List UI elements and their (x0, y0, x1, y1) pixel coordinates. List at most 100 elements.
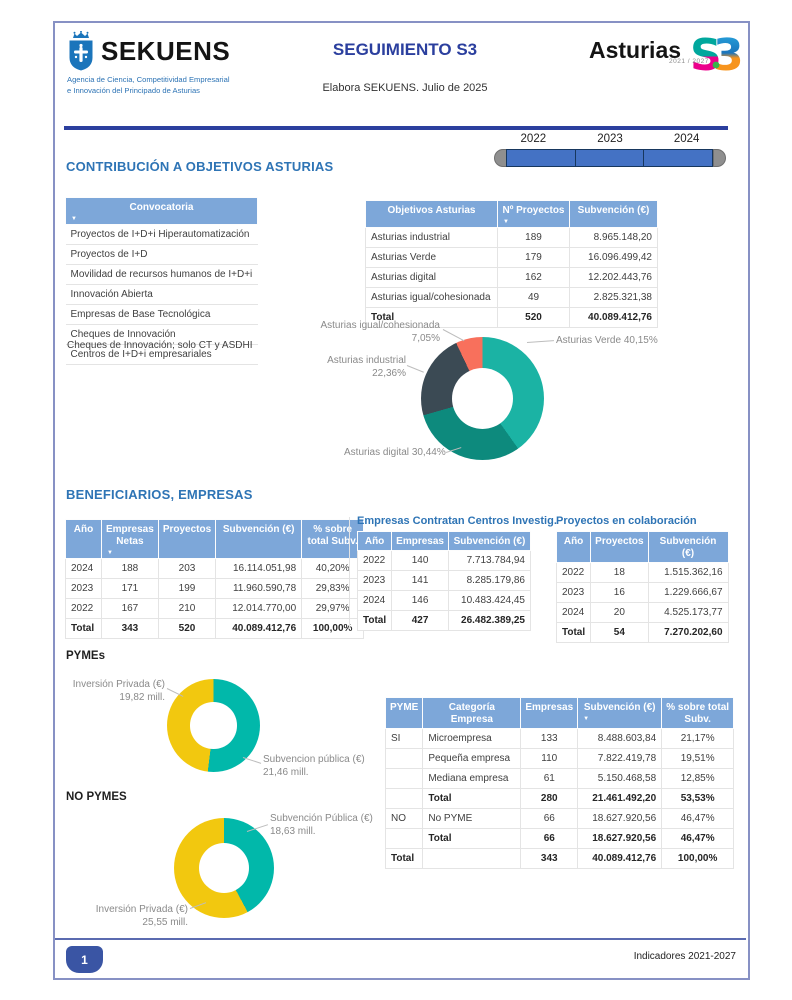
column-header[interactable]: Proyectos (590, 531, 649, 563)
objetivos-donut-chart[interactable] (421, 337, 544, 460)
table-cell: 520 (497, 307, 570, 328)
table-row: Asturias Verde 179 16.096.499,42 (365, 247, 658, 268)
table-cell: 2024 (356, 590, 393, 611)
table-row: Pequeña empresa 110 7.822.419,78 19,51% (384, 748, 735, 769)
column-header[interactable]: Nº Proyectos ▼ (497, 200, 570, 228)
column-header[interactable]: PYME (384, 697, 424, 729)
table-row: Innovación Abierta (65, 284, 258, 305)
table-row: Mediana empresa 61 5.150.468,58 12,85% (384, 768, 735, 789)
table-cell: 2023 (356, 570, 393, 591)
table-cell: Movilidad de recursos humanos de I+D+i (65, 264, 258, 285)
slider-segment-2023[interactable] (574, 149, 645, 167)
column-header[interactable]: Subvención (€) (569, 200, 658, 228)
title-proyectos-colaboracion: Proyectos en colaboración (556, 515, 697, 527)
table-cell: 54 (590, 622, 649, 643)
table-cell: 2023 (555, 582, 592, 603)
year-slicer-labels: 2022 2023 2024 (495, 133, 725, 145)
table-cell: Proyectos de I+D (65, 244, 258, 265)
table-cell: 199 (157, 578, 217, 599)
column-header[interactable]: Año (356, 531, 393, 551)
total-row: Total 66 18.627.920,56 46,47% (384, 828, 735, 849)
table-cell: 18.627.920,56 (577, 828, 663, 849)
table-cell: 53,53% (661, 788, 735, 809)
slider-handle-right[interactable] (713, 149, 727, 167)
table-row: 2024 188 203 16.114.051,98 40,20% (65, 558, 365, 579)
column-header[interactable]: Año (65, 519, 102, 559)
table-cell: Total (422, 828, 522, 849)
column-header[interactable]: Proyectos (157, 519, 217, 559)
title-empresas-contratan: Empresas Contratan Centros Investig. (357, 515, 557, 527)
table-row: SI Microempresa 133 8.488.603,84 21,17% (384, 728, 735, 749)
column-header[interactable]: Año (555, 531, 592, 563)
sekuens-shield-icon (66, 30, 96, 78)
column-header[interactable]: Subvención (€) (215, 519, 303, 559)
table-cell: 171 (101, 578, 159, 599)
column-header[interactable]: Subvención (€) ▼ (577, 697, 663, 729)
donut1-label-verde: Asturias Verde 40,15% (556, 335, 658, 346)
table-cell: 343 (520, 848, 579, 869)
table-cell: 5.150.468,58 (577, 768, 663, 789)
convocatoria-list[interactable]: Convocatoria ▼ Proyectos de I+D+i Hiperaut… (65, 197, 258, 365)
table-cell: 7.822.419,78 (577, 748, 663, 769)
column-header[interactable]: Subvención (€) (447, 531, 531, 551)
column-header[interactable]: Objetivos Asturias (365, 200, 498, 228)
table-cell: 133 (520, 728, 579, 749)
table-row: Movilidad de recursos humanos de I+D+i (65, 264, 258, 285)
table-cell: 167 (101, 598, 159, 619)
column-header[interactable]: Empresas Netas ▼ (101, 519, 159, 559)
table-cell: 29,97% (301, 598, 365, 619)
table-row: 2023 171 199 11.960.590,78 29,83% (65, 578, 365, 599)
table-row: Asturias igual/cohesionada 49 2.825.321,38 (365, 287, 658, 308)
s3-logo-icon: S 3 (690, 30, 744, 83)
column-header[interactable]: Subvención (€) (647, 531, 729, 563)
pymes-label-privada: Inversión Privada (€) 19,82 mill. (72, 679, 165, 703)
table-cell: 520 (157, 618, 217, 639)
page-border (53, 21, 750, 980)
beneficiarios-table: Año Empresas Netas ▼ Proyectos Subvención (€… (65, 519, 365, 639)
slicer-year-2022: 2022 (520, 133, 547, 145)
table-cell: 2.825.321,38 (569, 287, 658, 308)
table-cell: 10.483.424,45 (447, 590, 531, 611)
no-pymes-label-privada: Inversión Privada (€) 25,55 mill. (95, 904, 188, 928)
table-cell: Proyectos de I+D+i Hiperautomatización (65, 224, 258, 245)
slider-segment-2022[interactable] (506, 149, 576, 167)
pymes-donut-chart[interactable] (167, 679, 260, 772)
empresas-contratan-table: Año Empresas Subvención (€) 2022 140 7.713.78… (356, 531, 531, 631)
column-header[interactable]: Categoría Empresa (422, 697, 522, 729)
visual-divider (349, 517, 350, 629)
table-cell: 2022 (65, 598, 102, 619)
table-cell: 210 (157, 598, 217, 619)
table-cell: Total (365, 307, 498, 328)
table-cell: 8.285.179,86 (447, 570, 531, 591)
column-header[interactable]: Empresas (520, 697, 579, 729)
table-cell: 2024 (65, 558, 102, 579)
table-cell: Pequeña empresa (422, 748, 522, 769)
donut1-label-igual: Asturias igual/cohesionada 7,05% (320, 320, 440, 344)
donut1-label-industrial: Asturias industrial 22,36% (327, 355, 406, 379)
year-range-slider[interactable] (494, 149, 727, 167)
column-header[interactable]: % sobre total Subv. (301, 519, 365, 559)
page-number-badge[interactable]: 1 (66, 946, 103, 973)
no-pymes-donut-chart[interactable] (174, 818, 274, 918)
table-cell: 2024 (555, 602, 592, 623)
table-cell: 141 (391, 570, 449, 591)
table-cell: Mediana empresa (422, 768, 522, 789)
table-row: 2022 140 7.713.784,94 (356, 550, 531, 571)
table-cell: 18.627.920,56 (577, 808, 663, 829)
footer-divider (55, 938, 746, 940)
table-row: NO No PYME 66 18.627.920,56 46,47% (384, 808, 735, 829)
column-header[interactable]: Convocatoria ▼ (65, 197, 258, 225)
table-cell: 8.488.603,84 (577, 728, 663, 749)
total-row: Total 343 40.089.412,76 100,00% (384, 848, 735, 869)
slider-segment-2024[interactable] (643, 149, 714, 167)
report-subtitle: Elabora SEKUENS. Julio de 2025 (322, 82, 488, 94)
column-header[interactable]: Empresas (391, 531, 449, 551)
table-cell: 19,51% (661, 748, 735, 769)
header-divider (64, 126, 728, 130)
table-row: Empresas de Base Tecnológica (65, 304, 258, 325)
table-cell: 46,47% (661, 808, 735, 829)
column-header[interactable]: % sobre total Subv. (661, 697, 735, 729)
table-cell: Microempresa (422, 728, 522, 749)
svg-text:S: S (692, 30, 722, 78)
